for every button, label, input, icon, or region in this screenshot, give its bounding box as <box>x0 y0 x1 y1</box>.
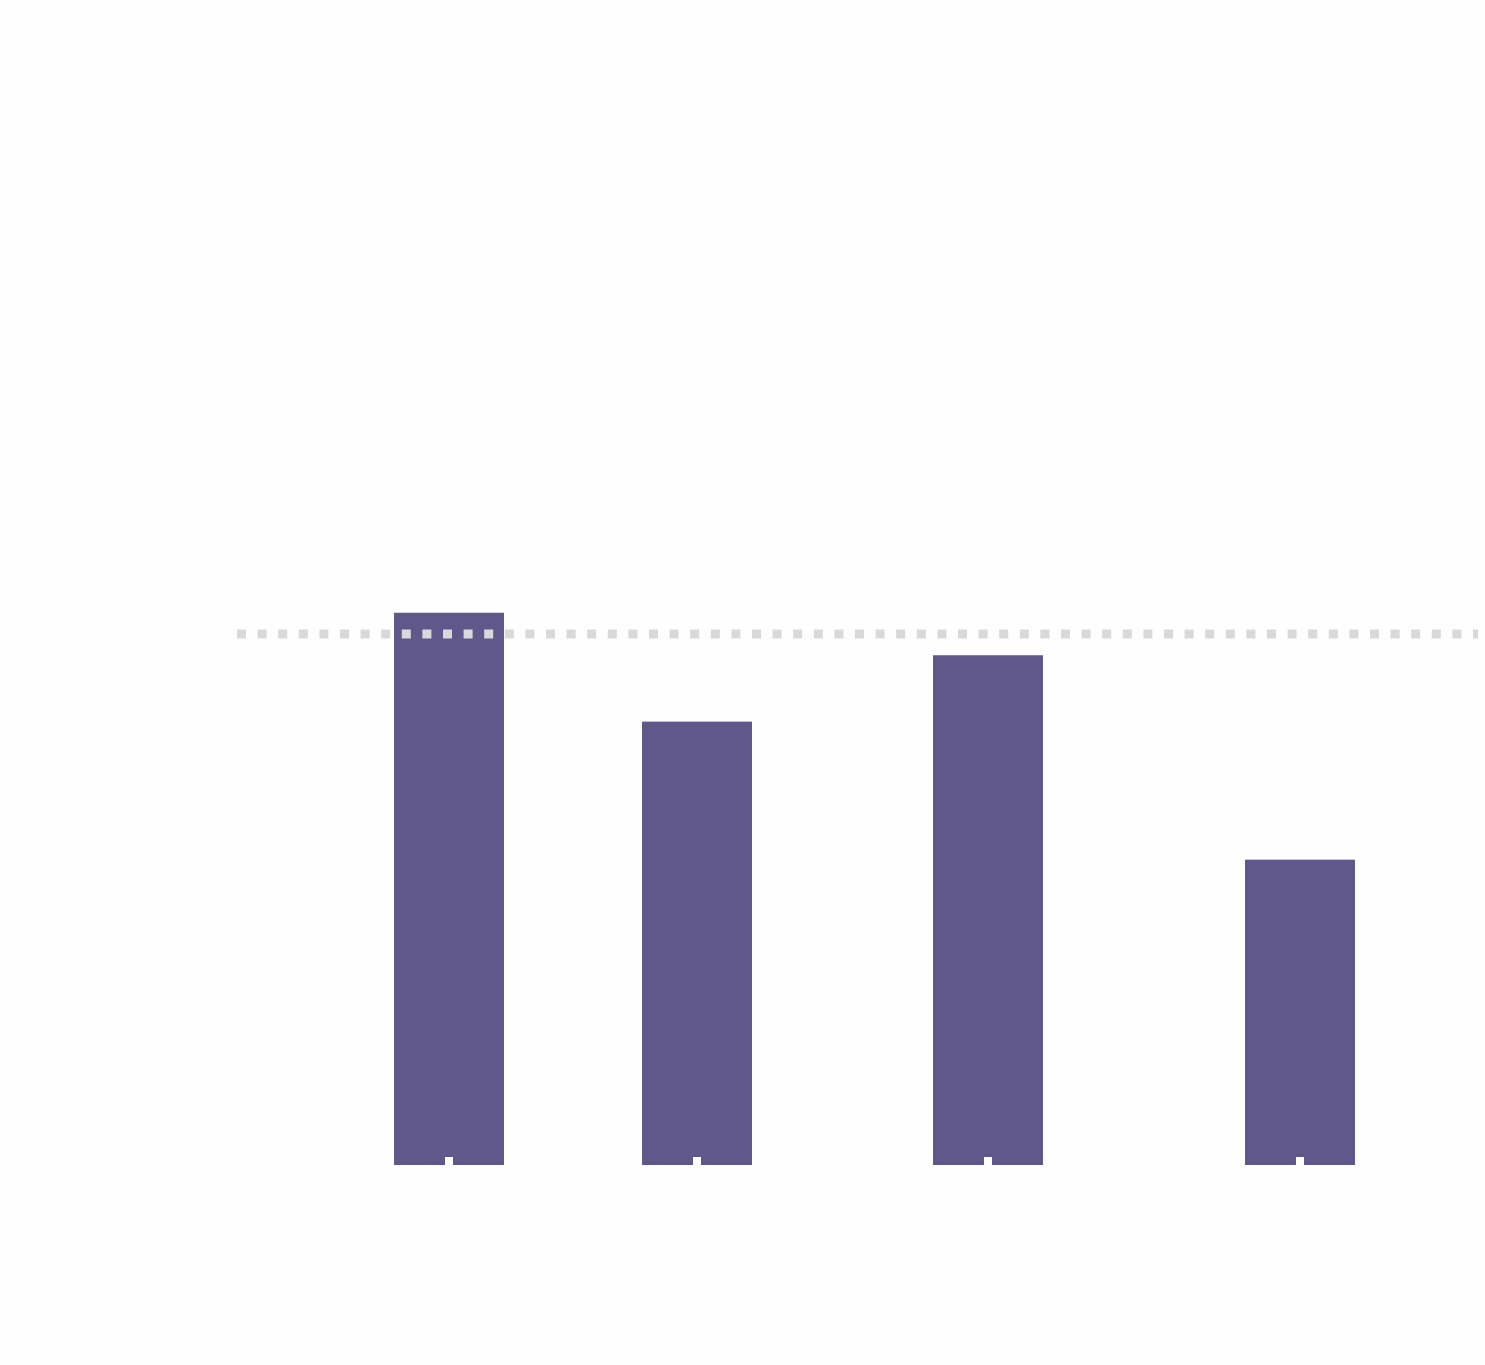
bar-3 <box>933 655 1043 1165</box>
bar-4 <box>1245 859 1355 1165</box>
bars-layer <box>394 612 1355 1165</box>
x-tick-1 <box>445 1157 453 1165</box>
bar-2 <box>642 721 752 1165</box>
bar-1 <box>394 612 504 1165</box>
x-ticks-layer <box>445 1157 1304 1165</box>
x-tick-4 <box>1296 1157 1304 1165</box>
x-tick-2 <box>693 1157 701 1165</box>
x-tick-3 <box>984 1157 992 1165</box>
